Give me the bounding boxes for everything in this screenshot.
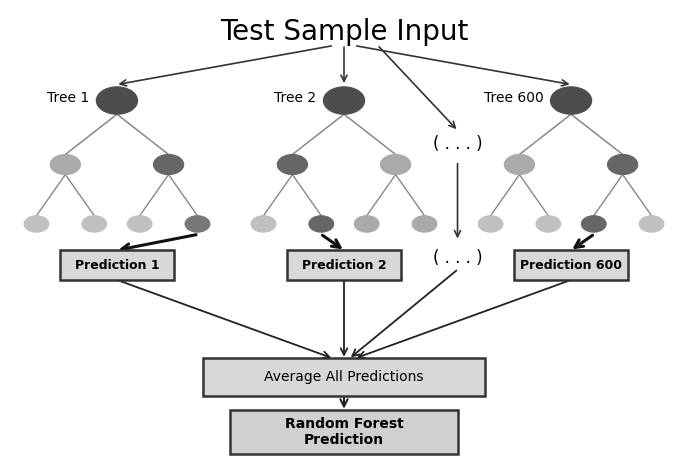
Text: ( . . . ): ( . . . ) — [433, 135, 482, 153]
Circle shape — [536, 216, 561, 232]
Circle shape — [380, 154, 411, 175]
Text: Prediction 600: Prediction 600 — [520, 259, 622, 271]
Text: Random Forest
Prediction: Random Forest Prediction — [285, 417, 403, 447]
FancyBboxPatch shape — [230, 410, 458, 453]
Circle shape — [50, 154, 80, 175]
Circle shape — [277, 154, 308, 175]
FancyBboxPatch shape — [61, 250, 173, 280]
Text: Test Sample Input: Test Sample Input — [219, 18, 469, 46]
Circle shape — [153, 154, 184, 175]
Circle shape — [82, 216, 107, 232]
Text: ( . . . ): ( . . . ) — [433, 249, 482, 267]
Circle shape — [323, 87, 365, 114]
FancyBboxPatch shape — [288, 250, 400, 280]
FancyBboxPatch shape — [514, 250, 627, 280]
Circle shape — [251, 216, 276, 232]
Circle shape — [581, 216, 606, 232]
Circle shape — [504, 154, 535, 175]
Text: Tree 600: Tree 600 — [484, 91, 544, 105]
Circle shape — [639, 216, 664, 232]
Circle shape — [354, 216, 379, 232]
Text: Tree 2: Tree 2 — [275, 91, 316, 105]
Circle shape — [608, 154, 638, 175]
Circle shape — [550, 87, 592, 114]
FancyBboxPatch shape — [203, 358, 485, 396]
Circle shape — [309, 216, 334, 232]
Text: Average All Predictions: Average All Predictions — [264, 370, 424, 384]
Circle shape — [478, 216, 503, 232]
Circle shape — [96, 87, 138, 114]
Text: Tree 1: Tree 1 — [47, 91, 89, 105]
Circle shape — [127, 216, 152, 232]
Circle shape — [24, 216, 49, 232]
Text: Prediction 2: Prediction 2 — [301, 259, 387, 271]
Circle shape — [412, 216, 437, 232]
Text: Prediction 1: Prediction 1 — [74, 259, 160, 271]
Circle shape — [185, 216, 210, 232]
